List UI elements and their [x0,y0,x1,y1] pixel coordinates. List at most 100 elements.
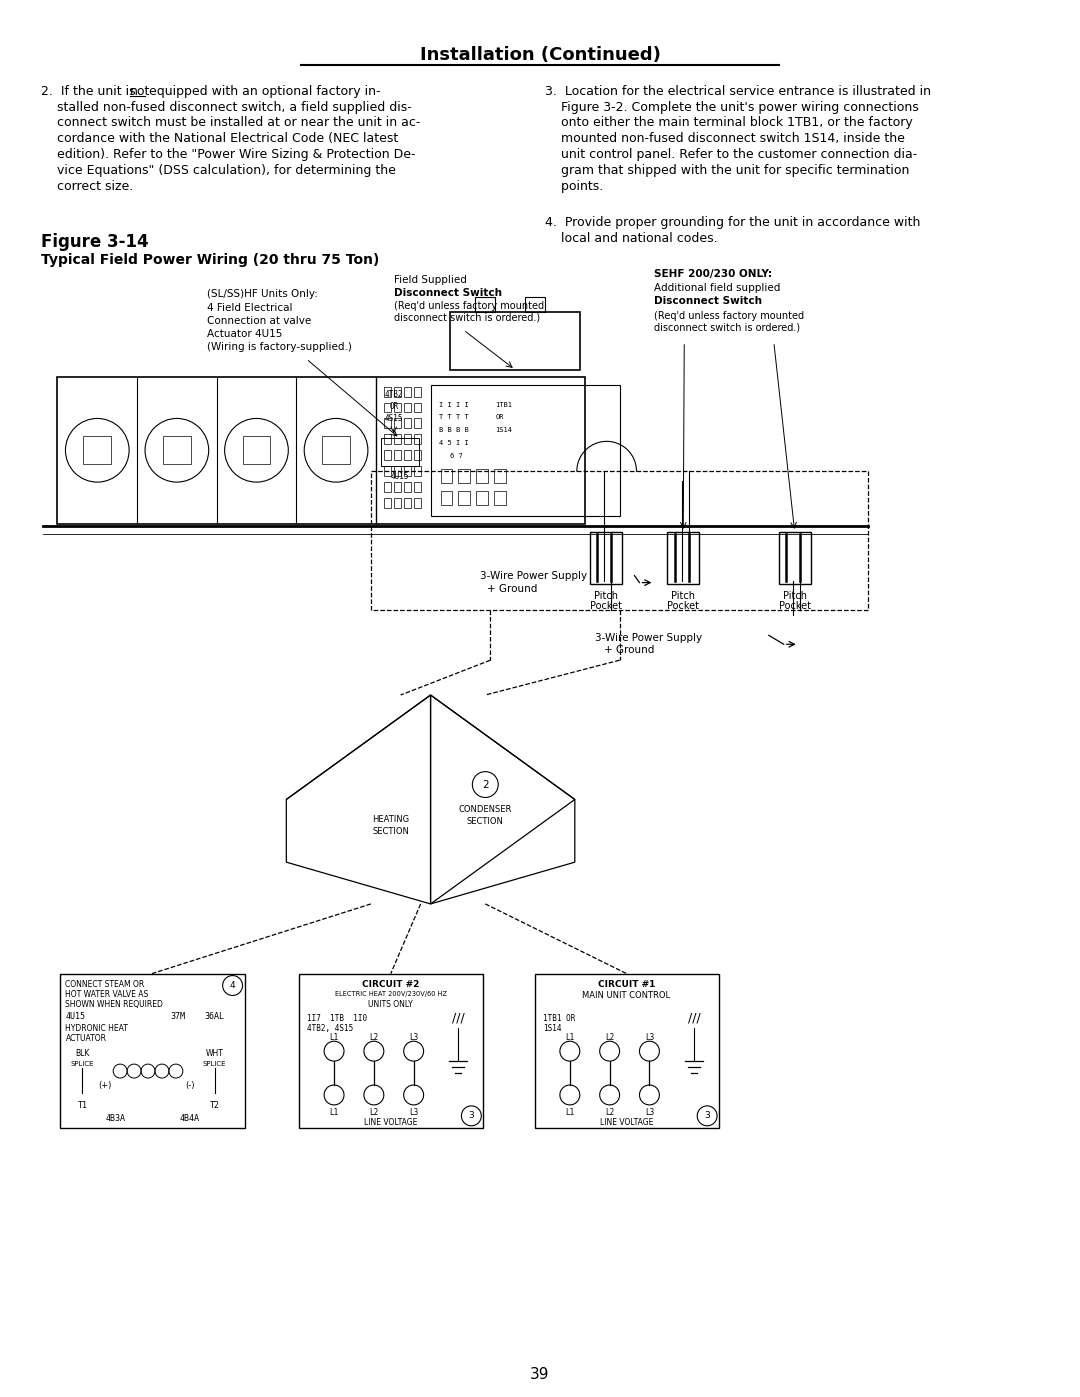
Text: L3: L3 [409,1108,418,1118]
Text: 4B4A: 4B4A [179,1115,200,1123]
Text: Installation (Continued): Installation (Continued) [419,46,661,64]
Text: 1TB1: 1TB1 [496,401,512,408]
Text: L3: L3 [409,1032,418,1042]
Text: SPLICE: SPLICE [203,1062,227,1067]
Text: WHT: WHT [206,1049,224,1058]
Text: Figure 3-14: Figure 3-14 [41,233,148,251]
Text: edition). Refer to the "Power Wire Sizing & Protection De-: edition). Refer to the "Power Wire Sizin… [41,148,415,161]
Text: T2: T2 [210,1101,219,1111]
Text: (+): (+) [98,1080,112,1090]
Text: Figure 3-2. Complete the unit's power wiring connections: Figure 3-2. Complete the unit's power wi… [545,101,919,113]
Text: CIRCUIT #1: CIRCUIT #1 [598,981,656,989]
Text: UNITS ONLY: UNITS ONLY [368,1000,414,1009]
Text: unit control panel. Refer to the customer connection dia-: unit control panel. Refer to the custome… [545,148,917,161]
Text: onto either the main terminal block 1TB1, or the factory: onto either the main terminal block 1TB1… [545,116,913,130]
Text: ///: /// [688,1011,701,1025]
Text: 1S14: 1S14 [543,1024,562,1032]
Text: 37M: 37M [170,1011,185,1021]
Text: gram that shipped with the unit for specific termination: gram that shipped with the unit for spec… [545,165,909,177]
Text: Connection at valve: Connection at valve [206,316,311,326]
Text: L1: L1 [329,1032,339,1042]
Text: T1: T1 [78,1101,87,1111]
Text: L3: L3 [645,1032,654,1042]
Text: T T T T: T T T T [438,415,469,420]
Text: 4TB2, 4S15: 4TB2, 4S15 [307,1024,353,1032]
Text: 4S15: 4S15 [384,414,403,423]
Text: (Req'd unless factory mounted: (Req'd unless factory mounted [654,312,805,321]
Text: 4U15: 4U15 [66,1011,85,1021]
Text: CONDENSER: CONDENSER [459,805,512,814]
Text: equipped with an optional factory in-: equipped with an optional factory in- [145,85,380,98]
Text: 4TB2: 4TB2 [384,390,403,400]
Text: not: not [131,85,151,98]
Text: CONNECT STEAM OR: CONNECT STEAM OR [66,981,145,989]
Text: SECTION: SECTION [373,827,409,835]
Text: 36AL: 36AL [205,1011,225,1021]
Text: BLK: BLK [76,1049,90,1058]
Text: 4 Field Electrical: 4 Field Electrical [206,303,293,313]
Text: CIRCUIT #2: CIRCUIT #2 [362,981,419,989]
Text: HYDRONIC HEAT: HYDRONIC HEAT [66,1024,129,1032]
Text: 39: 39 [530,1368,550,1382]
Text: Disconnect Switch: Disconnect Switch [654,296,762,306]
Text: Additional field supplied: Additional field supplied [654,284,781,293]
Text: L2: L2 [605,1032,615,1042]
Text: SHOWN WHEN REQUIRED: SHOWN WHEN REQUIRED [66,1000,163,1009]
Text: L2: L2 [369,1108,378,1118]
Text: stalled non-fused disconnect switch, a field supplied dis-: stalled non-fused disconnect switch, a f… [41,101,411,113]
Text: Actuator 4U15: Actuator 4U15 [206,328,282,339]
Text: 3: 3 [704,1112,710,1120]
Text: mounted non-fused disconnect switch 1S14, inside the: mounted non-fused disconnect switch 1S14… [545,133,905,145]
Text: points.: points. [545,180,604,193]
Text: Pocket: Pocket [667,602,699,612]
Text: 4U15: 4U15 [391,472,409,481]
Text: I I I I: I I I I [438,401,469,408]
Text: SECTION: SECTION [467,817,503,826]
Text: connect switch must be installed at or near the unit in ac-: connect switch must be installed at or n… [41,116,420,130]
Text: 4: 4 [230,981,235,990]
Text: MAIN UNIT CONTROL: MAIN UNIT CONTROL [582,990,671,1000]
Text: 1S14: 1S14 [496,427,512,433]
Text: vice Equations" (DSS calculation), for determining the: vice Equations" (DSS calculation), for d… [41,165,395,177]
Text: SPLICE: SPLICE [70,1062,94,1067]
Text: L3: L3 [645,1108,654,1118]
Text: Pitch: Pitch [594,591,618,601]
Text: HOT WATER VALVE AS: HOT WATER VALVE AS [66,990,149,999]
Text: 4B3A: 4B3A [105,1115,125,1123]
Text: (SL/SS)HF Units Only:: (SL/SS)HF Units Only: [206,289,318,299]
Text: cordance with the National Electrical Code (NEC latest: cordance with the National Electrical Co… [41,133,397,145]
Text: 4.  Provide proper grounding for the unit in accordance with: 4. Provide proper grounding for the unit… [545,217,920,229]
Text: 2.  If the unit is: 2. If the unit is [41,85,139,98]
Text: 4 5 I I: 4 5 I I [438,440,469,446]
Text: 2: 2 [482,780,488,789]
Text: Pitch: Pitch [672,591,696,601]
Text: L1: L1 [565,1108,575,1118]
Text: ACTUATOR: ACTUATOR [66,1034,107,1042]
Text: 6 7: 6 7 [450,453,463,460]
Text: (Req'd unless factory mounted: (Req'd unless factory mounted [394,300,544,312]
Text: ///: /// [453,1011,464,1025]
Text: Typical Field Power Wiring (20 thru 75 Ton): Typical Field Power Wiring (20 thru 75 T… [41,253,379,267]
Text: 1I7  1TB  1I0: 1I7 1TB 1I0 [307,1014,367,1023]
Text: B B B B: B B B B [438,427,469,433]
Text: local and national codes.: local and national codes. [545,232,717,244]
Text: L2: L2 [605,1108,615,1118]
Text: disconnect switch is ordered.): disconnect switch is ordered.) [394,313,540,323]
Text: disconnect switch is ordered.): disconnect switch is ordered.) [654,323,800,332]
Text: LINE VOLTAGE: LINE VOLTAGE [364,1119,418,1127]
Text: 3-Wire Power Supply: 3-Wire Power Supply [481,570,588,581]
Text: OR: OR [389,402,399,411]
Text: HEATING: HEATING [373,814,409,824]
Text: 3: 3 [469,1112,474,1120]
Text: correct size.: correct size. [41,180,133,193]
Text: (Wiring is factory-supplied.): (Wiring is factory-supplied.) [206,342,352,352]
Text: SEHF 200/230 ONLY:: SEHF 200/230 ONLY: [654,270,772,279]
Text: 3-Wire Power Supply: 3-Wire Power Supply [595,633,702,643]
Text: OR: OR [496,415,503,420]
Text: 3.  Location for the electrical service entrance is illustrated in: 3. Location for the electrical service e… [545,85,931,98]
Text: + Ground: + Ground [604,645,654,655]
Text: Pitch: Pitch [783,591,807,601]
Text: L1: L1 [329,1108,339,1118]
Text: L2: L2 [369,1032,378,1042]
Text: ELECTRIC HEAT 200V/230V/60 HZ: ELECTRIC HEAT 200V/230V/60 HZ [335,992,447,997]
